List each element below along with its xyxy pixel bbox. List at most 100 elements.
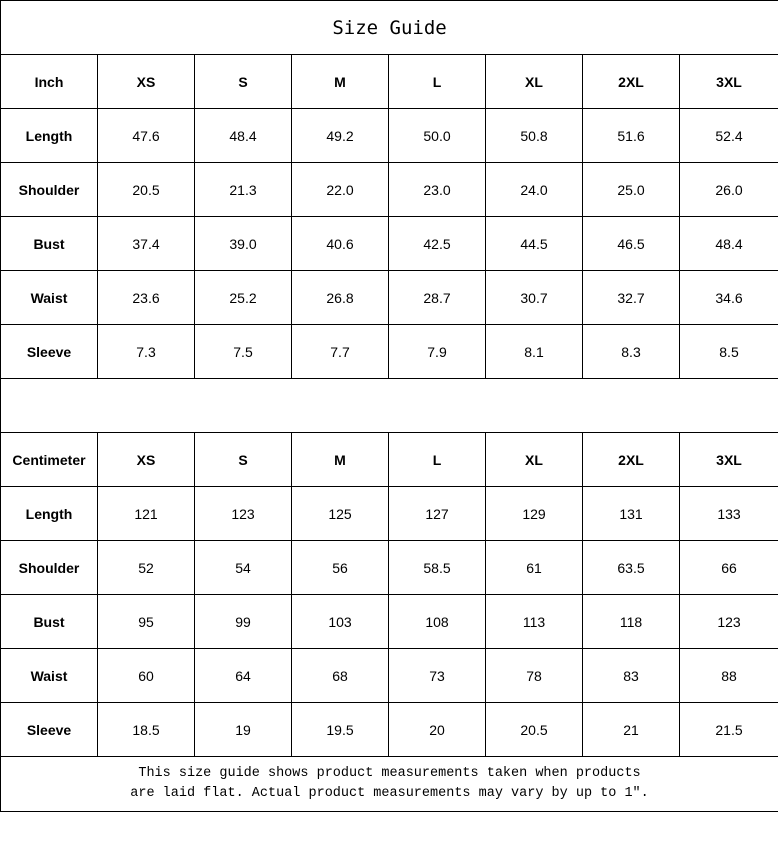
table-row: Length 47.6 48.4 49.2 50.0 50.8 51.6 52.4: [0, 108, 778, 163]
note-line-2: are laid flat. Actual product measuremen…: [130, 786, 649, 801]
size-header: XL: [485, 54, 583, 109]
measurement-value: 108: [388, 594, 486, 649]
table-row: Waist 23.6 25.2 26.8 28.7 30.7 32.7 34.6: [0, 270, 778, 325]
measurement-value: 34.6: [678, 270, 778, 325]
size-header: M: [291, 432, 389, 487]
measurement-value: 28.7: [388, 270, 486, 325]
measurement-value: 48.4: [678, 216, 778, 271]
measurement-value: 50.8: [485, 108, 583, 163]
cm-header-row: Centimeter XS S M L XL 2XL 3XL: [0, 432, 778, 487]
measurement-value: 103: [291, 594, 389, 649]
measurement-value: 118: [582, 594, 680, 649]
measurement-value: 78: [485, 648, 583, 703]
measurement-value: 44.5: [485, 216, 583, 271]
measurement-value: 54: [194, 540, 292, 595]
measurement-value: 19: [194, 702, 292, 757]
size-header: S: [194, 432, 292, 487]
measurement-value: 64: [194, 648, 292, 703]
measurement-value: 7.5: [194, 324, 292, 379]
measurement-value: 25.0: [582, 162, 680, 217]
measurement-value: 26.0: [678, 162, 778, 217]
table-row: Sleeve 7.3 7.5 7.7 7.9 8.1 8.3 8.5: [0, 324, 778, 379]
spacer-cell: [0, 378, 778, 433]
measurement-value: 49.2: [291, 108, 389, 163]
measurement-value: 18.5: [97, 702, 195, 757]
measurement-value: 26.8: [291, 270, 389, 325]
note-line-1: This size guide shows product measuremen…: [138, 766, 641, 781]
measurement-value: 123: [678, 594, 778, 649]
measurement-value: 8.1: [485, 324, 583, 379]
measurement-label: Shoulder: [0, 540, 98, 595]
measurement-value: 99: [194, 594, 292, 649]
table-row: Length 121 123 125 127 129 131 133: [0, 486, 778, 541]
measurement-label: Waist: [0, 648, 98, 703]
table-row: Shoulder 52 54 56 58.5 61 63.5 66: [0, 540, 778, 595]
measurement-label: Waist: [0, 270, 98, 325]
measurement-value: 48.4: [194, 108, 292, 163]
measurement-value: 63.5: [582, 540, 680, 595]
measurement-value: 40.6: [291, 216, 389, 271]
measurement-value: 37.4: [97, 216, 195, 271]
measurement-value: 21.3: [194, 162, 292, 217]
measurement-value: 42.5: [388, 216, 486, 271]
measurement-value: 22.0: [291, 162, 389, 217]
measurement-value: 133: [678, 486, 778, 541]
measurement-value: 21.5: [678, 702, 778, 757]
measurement-value: 20.5: [97, 162, 195, 217]
size-header: 3XL: [678, 54, 778, 109]
measurement-value: 8.5: [678, 324, 778, 379]
measurement-value: 61: [485, 540, 583, 595]
measurement-value: 23.0: [388, 162, 486, 217]
measurement-value: 88: [678, 648, 778, 703]
size-header: M: [291, 54, 389, 109]
measurement-label: Length: [0, 486, 98, 541]
measurement-label: Length: [0, 108, 98, 163]
size-header: XS: [97, 54, 195, 109]
measurement-value: 73: [388, 648, 486, 703]
size-header: L: [388, 432, 486, 487]
measurement-value: 66: [678, 540, 778, 595]
measurement-value: 113: [485, 594, 583, 649]
measurement-label: Bust: [0, 594, 98, 649]
spacer-row: [0, 378, 778, 433]
measurement-value: 51.6: [582, 108, 680, 163]
measurement-value: 19.5: [291, 702, 389, 757]
measurement-value: 7.9: [388, 324, 486, 379]
size-header: XS: [97, 432, 195, 487]
size-header: 2XL: [582, 54, 680, 109]
measurement-value: 121: [97, 486, 195, 541]
measurement-label: Shoulder: [0, 162, 98, 217]
measurement-value: 52: [97, 540, 195, 595]
measurement-value: 23.6: [97, 270, 195, 325]
measurement-value: 7.7: [291, 324, 389, 379]
measurement-value: 68: [291, 648, 389, 703]
measurement-value: 21: [582, 702, 680, 757]
measurement-value: 20: [388, 702, 486, 757]
measurement-value: 52.4: [678, 108, 778, 163]
measurement-value: 83: [582, 648, 680, 703]
table-row: Sleeve 18.5 19 19.5 20 20.5 21 21.5: [0, 702, 778, 757]
measurement-value: 8.3: [582, 324, 680, 379]
measurement-value: 60: [97, 648, 195, 703]
measurement-value: 129: [485, 486, 583, 541]
measurement-value: 30.7: [485, 270, 583, 325]
page-title: Size Guide: [0, 0, 778, 55]
measurement-value: 127: [388, 486, 486, 541]
measurement-value: 47.6: [97, 108, 195, 163]
unit-label: Inch: [0, 54, 98, 109]
inch-header-row: Inch XS S M L XL 2XL 3XL: [0, 54, 778, 109]
table-row: Bust 37.4 39.0 40.6 42.5 44.5 46.5 48.4: [0, 216, 778, 271]
note-row: This size guide shows product measuremen…: [0, 756, 778, 812]
measurement-value: 125: [291, 486, 389, 541]
measurement-value: 95: [97, 594, 195, 649]
measurement-value: 25.2: [194, 270, 292, 325]
measurement-value: 39.0: [194, 216, 292, 271]
measurement-value: 123: [194, 486, 292, 541]
table-row: Shoulder 20.5 21.3 22.0 23.0 24.0 25.0 26.0: [0, 162, 778, 217]
measurement-value: 32.7: [582, 270, 680, 325]
measurement-label: Sleeve: [0, 702, 98, 757]
unit-label: Centimeter: [0, 432, 98, 487]
measurement-value: 24.0: [485, 162, 583, 217]
measurement-label: Sleeve: [0, 324, 98, 379]
measurement-value: 20.5: [485, 702, 583, 757]
